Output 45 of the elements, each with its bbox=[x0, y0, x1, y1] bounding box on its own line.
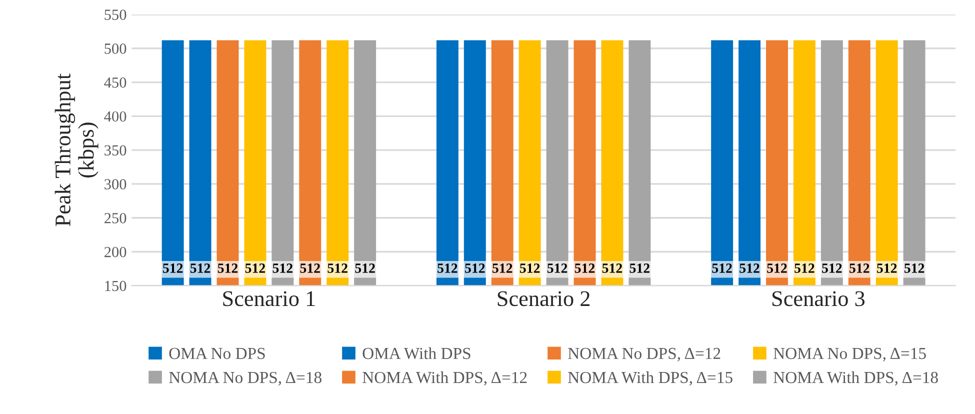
data-label: 512 bbox=[355, 264, 375, 273]
data-label: 512 bbox=[272, 264, 292, 273]
data-label: 512 bbox=[190, 264, 210, 273]
data-label: 512 bbox=[300, 264, 320, 273]
y-tick-label: 250 bbox=[104, 213, 126, 224]
legend-label: NOMA No DPS, Δ=15 bbox=[774, 348, 926, 362]
data-label: 512 bbox=[574, 264, 595, 273]
data-label: 512 bbox=[740, 264, 760, 273]
y-tick-label: 200 bbox=[104, 246, 126, 258]
data-label: 512 bbox=[876, 264, 897, 273]
legend-label: NOMA With DPS, Δ=15 bbox=[568, 371, 732, 386]
legend-label: NOMA With DPS, Δ=12 bbox=[362, 371, 527, 386]
data-label: 512 bbox=[822, 264, 842, 273]
data-label: 512 bbox=[245, 264, 266, 273]
y-axis-title: Peak Throughput (kbps) bbox=[54, 74, 98, 226]
legend-label: OMA With DPS bbox=[362, 347, 470, 360]
y-tick-label: 350 bbox=[104, 145, 126, 156]
data-label: 512 bbox=[465, 264, 485, 273]
legend-label: NOMA With DPS, Δ=18 bbox=[774, 371, 938, 386]
legend-label: NOMA No DPS, Δ=18 bbox=[169, 372, 322, 386]
y-tick-label: 550 bbox=[104, 10, 126, 20]
x-tick-label: Scenario 3 bbox=[772, 291, 865, 306]
legend-label: NOMA No DPS, Δ=12 bbox=[568, 348, 720, 362]
data-label: 512 bbox=[438, 264, 458, 273]
y-tick-label: 450 bbox=[104, 77, 126, 88]
y-tick-label: 300 bbox=[104, 179, 126, 190]
y-tick-label: 400 bbox=[104, 111, 126, 122]
data-label: 512 bbox=[602, 264, 622, 273]
data-label: 512 bbox=[767, 264, 787, 273]
data-label: 512 bbox=[520, 264, 540, 273]
legend-label: OMA No DPS bbox=[169, 348, 265, 360]
data-label: 512 bbox=[850, 264, 870, 273]
data-label: 512 bbox=[712, 264, 732, 273]
data-label: 512 bbox=[328, 264, 348, 273]
y-tick-label: 150 bbox=[105, 280, 126, 292]
x-tick-label: Scenario 2 bbox=[498, 291, 590, 306]
y-tick-label: 500 bbox=[104, 44, 126, 54]
data-label: 512 bbox=[547, 264, 568, 273]
data-label: 512 bbox=[492, 264, 512, 273]
data-label: 512 bbox=[904, 264, 924, 273]
data-label: 512 bbox=[794, 264, 814, 273]
data-label: 512 bbox=[630, 264, 650, 273]
data-label: 512 bbox=[162, 264, 183, 273]
data-label: 512 bbox=[218, 264, 238, 273]
x-tick-label: Scenario 1 bbox=[223, 291, 315, 306]
